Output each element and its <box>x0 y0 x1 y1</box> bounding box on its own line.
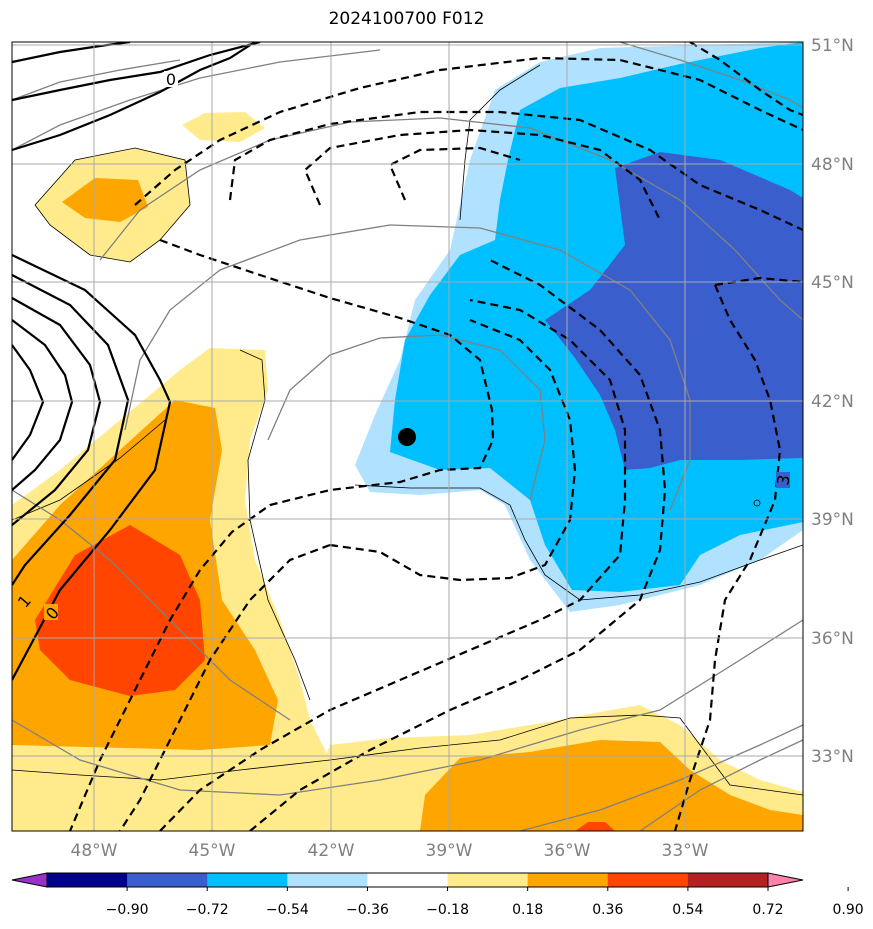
lon-label: 33°W <box>662 841 709 861</box>
colorbar-tick-label: 0.72 <box>752 902 783 918</box>
map-area: 0 0 1 3 <box>12 42 803 831</box>
colorbar-tick-label: −0.36 <box>346 902 389 918</box>
colorbar-tick-label: −0.18 <box>426 902 469 918</box>
latitude-labels: 51°N 48°N 45°N 42°N 39°N 36°N 33°N <box>811 36 854 767</box>
colorbar-extend-low <box>11 872 48 888</box>
lon-label: 39°W <box>426 841 473 861</box>
longitude-labels: 48°W 45°W 42°W 39°W 36°W 33°W <box>71 841 709 861</box>
colorbar-segment <box>527 873 609 887</box>
lon-label: 42°W <box>308 841 355 861</box>
lat-label: 48°N <box>811 155 854 175</box>
lon-label: 45°W <box>189 841 236 861</box>
positive-value-contours <box>12 42 261 681</box>
negative-value-contours <box>68 42 803 831</box>
colorbar-segment <box>607 873 689 887</box>
gray-contours <box>12 42 803 831</box>
colorbar-tick-label: 0.18 <box>512 902 543 918</box>
colorbar: −0.90 −0.72 −0.54 −0.36 −0.18 0.18 0.36 0.54 0.7… <box>11 872 864 918</box>
colorbar-extend-high <box>767 872 804 888</box>
colorbar-tick-label: 0.54 <box>672 902 703 918</box>
lat-label: 39°N <box>811 510 854 530</box>
contour-label: 3 <box>773 473 793 486</box>
colorbar-segment <box>367 873 449 887</box>
colorbar-segment <box>287 873 368 887</box>
colorbar-segment <box>127 873 208 887</box>
lat-label: 36°N <box>811 629 854 649</box>
lat-label: 45°N <box>811 273 854 293</box>
map-frame <box>11 41 804 832</box>
contour-label: 0 <box>166 70 176 89</box>
lat-label: 51°N <box>811 36 854 56</box>
lat-label: 33°N <box>811 747 854 767</box>
lat-label: 42°N <box>811 392 854 412</box>
colorbar-segment <box>47 873 128 887</box>
colorbar-tick-label: 0.36 <box>592 902 623 918</box>
colorbar-segment <box>447 873 529 887</box>
colorbar-tick-label: 0.90 <box>833 902 864 918</box>
colorbar-tick-label: −0.72 <box>186 902 229 918</box>
colorbar-tick-label: −0.90 <box>106 902 149 918</box>
gridlines <box>12 42 803 831</box>
map-title: 2024100700 F012 <box>328 9 485 29</box>
colorbar-tick-label: −0.54 <box>266 902 309 918</box>
contour-labels: 0 0 1 3 <box>14 70 794 623</box>
colorbar-ticks: −0.90 −0.72 −0.54 −0.36 −0.18 0.18 0.36 0.54 0.7… <box>106 887 864 918</box>
lon-label: 36°W <box>544 841 591 861</box>
colorbar-segment <box>687 873 769 887</box>
lon-label: 48°W <box>71 841 118 861</box>
thin-outline-contours <box>12 64 803 796</box>
colorbar-segments <box>47 873 769 887</box>
colorbar-segment <box>207 873 288 887</box>
storm-center-marker <box>398 428 416 446</box>
